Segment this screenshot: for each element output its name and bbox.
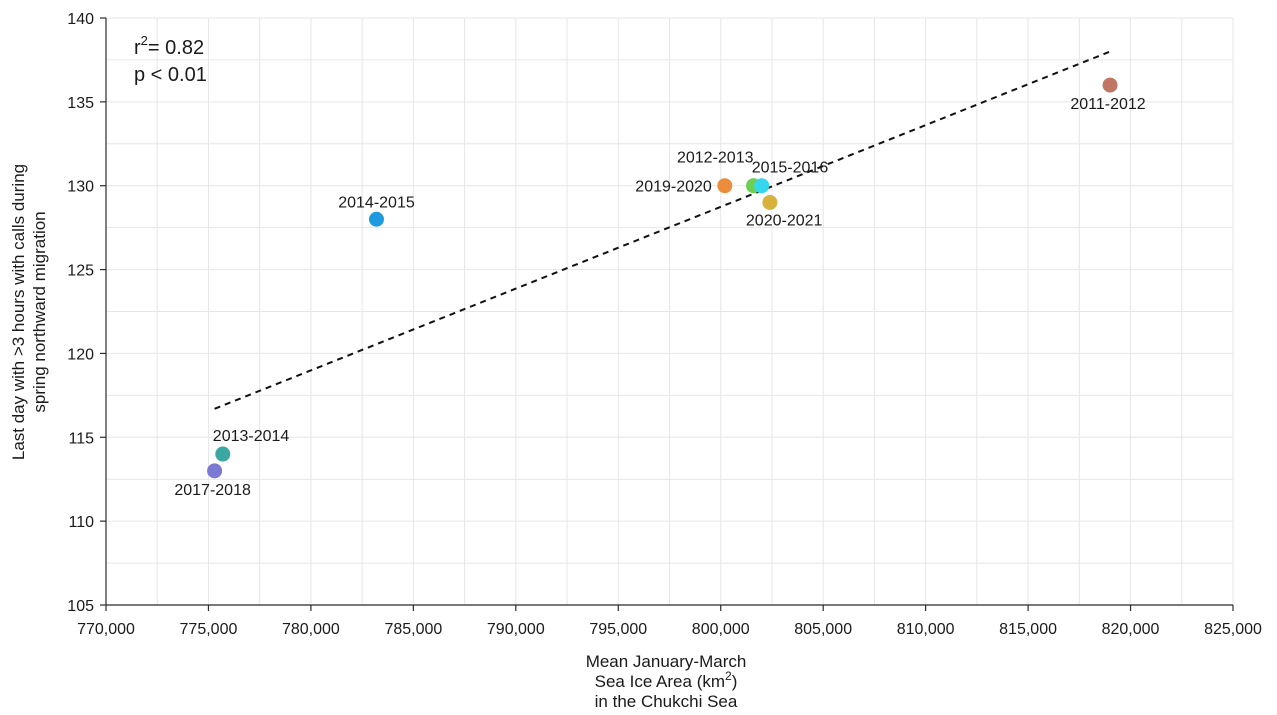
y-tick-label: 125 xyxy=(67,263,94,280)
y-axis-title-line1: Last day with >3 hours with calls during xyxy=(9,164,28,460)
x-tick-label: 785,000 xyxy=(384,621,442,638)
y-tick-label: 120 xyxy=(67,346,94,363)
x-tick-label: 810,000 xyxy=(897,621,955,638)
trendline-group xyxy=(214,50,1111,410)
data-point xyxy=(717,178,733,194)
axes xyxy=(100,17,1234,611)
data-point-label: 2019-2020 xyxy=(635,179,712,196)
data-point-label: 2017-2018 xyxy=(174,482,251,499)
data-point-label: 2015-2016 xyxy=(752,160,829,177)
x-tick-label: 820,000 xyxy=(1102,621,1160,638)
y-tick-label: 135 xyxy=(67,95,94,112)
y-tick-label: 140 xyxy=(67,11,94,28)
data-point-label: 2011-2012 xyxy=(1070,96,1145,113)
data-point xyxy=(215,446,231,462)
r-base: r xyxy=(134,37,141,59)
y-tick-labels: 105 110 115 120 125 130 135 140 xyxy=(67,11,94,615)
x-tick-label: 770,000 xyxy=(77,621,135,638)
y-tick-label: 130 xyxy=(67,179,94,196)
y-axis-title-line2: spring northward migration xyxy=(30,211,49,412)
x-tick-label: 795,000 xyxy=(589,621,647,638)
data-point xyxy=(762,194,778,210)
data-point-label: 2013-2014 xyxy=(213,428,290,445)
x-tick-label: 815,000 xyxy=(999,621,1057,638)
data-point-label: 2014-2015 xyxy=(338,194,415,211)
r-squared-annotation: r2= 0.82 xyxy=(134,33,204,59)
r-superscript: 2 xyxy=(141,33,148,48)
r-value: = 0.82 xyxy=(148,37,204,59)
x-axis-title-superscript: 2 xyxy=(725,669,732,683)
data-point-label: 2012-2013 xyxy=(677,150,754,167)
data-points xyxy=(207,77,1118,479)
data-point-label: 2020-2021 xyxy=(746,212,823,229)
p-value-annotation: p < 0.01 xyxy=(134,64,207,86)
data-point xyxy=(1102,77,1118,93)
x-tick-labels: 770,000 775,000 780,000 785,000 790,000 795,0… xyxy=(77,621,1262,638)
x-tick-label: 790,000 xyxy=(487,621,545,638)
point-labels: 2011-2012 2012-2013 2013-2014 2014-2015 2015… xyxy=(174,96,1145,499)
y-tick-label: 110 xyxy=(68,514,94,531)
data-point xyxy=(368,211,384,227)
x-axis-title-line1: Mean January-March xyxy=(586,652,747,671)
x-axis-title-line2: Sea Ice Area (km2) xyxy=(595,669,738,691)
grid xyxy=(105,17,1234,606)
x-tick-label: 780,000 xyxy=(282,621,340,638)
x-tick-label: 800,000 xyxy=(692,621,750,638)
data-point xyxy=(754,178,770,194)
y-tick-label: 115 xyxy=(68,430,94,447)
trendline xyxy=(214,50,1111,410)
x-tick-label: 775,000 xyxy=(180,621,238,638)
x-tick-label: 805,000 xyxy=(794,621,852,638)
x-axis-title-line2-end: ) xyxy=(732,672,738,691)
x-tick-label: 825,000 xyxy=(1204,621,1262,638)
y-tick-label: 105 xyxy=(67,598,94,615)
x-axis-title-line2-main: Sea Ice Area (km xyxy=(595,672,725,691)
data-point xyxy=(207,463,223,479)
x-axis-title-line3: in the Chukchi Sea xyxy=(595,692,738,711)
